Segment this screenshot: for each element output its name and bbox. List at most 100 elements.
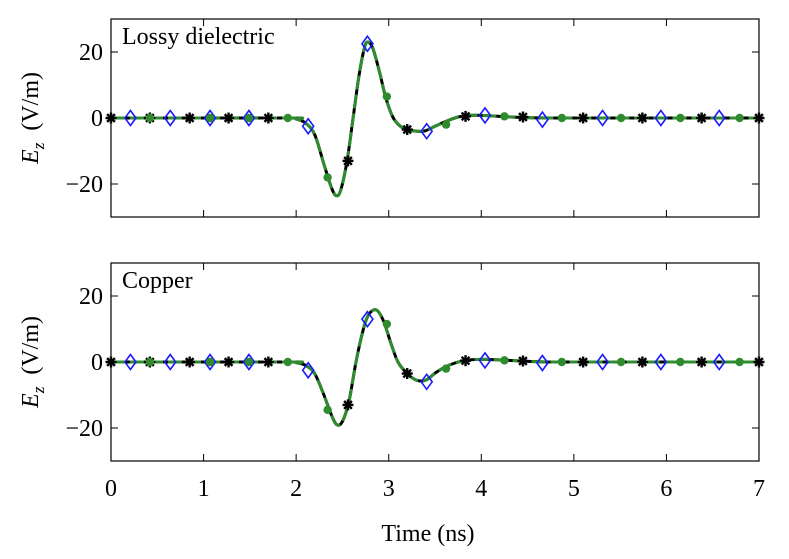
star-marker-8 <box>517 355 529 367</box>
x-tick-labels: 0 1 2 3 4 5 6 7 <box>105 476 765 502</box>
star-marker-2 <box>184 356 196 368</box>
dot-marker-1 <box>205 113 215 123</box>
dot-marker-0 <box>145 357 155 367</box>
star-marker-6 <box>401 124 413 136</box>
y-axis-label: Ez (V/m) <box>18 316 48 409</box>
dot-marker-3 <box>283 357 293 367</box>
diamond-marker-6 <box>420 122 434 141</box>
star-marker-11 <box>696 356 708 368</box>
star-stroke-3 <box>263 113 274 123</box>
x-tick-label-3: 3 <box>383 476 395 502</box>
star-marker-9 <box>577 112 589 124</box>
y-tick-labels: 20 0 −20 <box>65 284 103 442</box>
diamond-marker-2 <box>203 109 217 127</box>
panel-title: Lossy dielectric <box>122 24 275 50</box>
y-tick-label-0: 20 <box>79 40 103 66</box>
star-marker-7 <box>460 110 472 122</box>
panel-copper: Copper 20 0 −20 0 1 2 3 4 5 6 7 Ez (V/m) Time (ns) <box>18 262 765 547</box>
x-tick-label-6: 6 <box>660 476 672 502</box>
star-marker-4 <box>262 112 274 124</box>
diamond-marker-5 <box>360 34 374 53</box>
diamond-marker-2 <box>203 353 217 371</box>
x-tick-label-1: 1 <box>198 476 210 502</box>
dot-marker-5 <box>382 319 392 329</box>
diamond-marker-7 <box>478 351 492 370</box>
dot-marker-11 <box>735 113 744 123</box>
y-tick-label-1: 0 <box>91 350 103 376</box>
dot-marker-7 <box>500 112 509 121</box>
y-tick-label-2: −20 <box>65 416 103 442</box>
star-marker-5 <box>342 155 354 167</box>
diamond-marker-8 <box>535 110 549 129</box>
diamond-marker-0 <box>123 353 137 371</box>
y-axis-units: (V/m) <box>18 316 44 375</box>
star-marker-5 <box>342 399 354 411</box>
star-marker-10 <box>636 112 648 124</box>
axes-frame <box>110 262 760 462</box>
x-tick-label-5: 5 <box>568 476 580 502</box>
dot-marker-10 <box>676 357 685 367</box>
star-marker-2 <box>184 112 196 124</box>
diamond-marker-1 <box>163 353 177 371</box>
diamond-marker-0 <box>123 109 137 127</box>
dot-marker-4 <box>323 173 332 182</box>
x-tick-label-0: 0 <box>105 476 117 502</box>
diamond-marker-4 <box>301 361 315 380</box>
star-marker-11 <box>696 112 708 124</box>
y-tick-label-0: 20 <box>79 284 103 310</box>
dot-marker-9 <box>616 113 626 123</box>
dot-marker-11 <box>735 357 744 367</box>
dot-marker-1 <box>205 357 215 367</box>
y-axis-symbol: E <box>18 149 44 165</box>
diamond-marker-3 <box>242 109 256 127</box>
diamond-marker-11 <box>712 353 726 371</box>
star-marker-10 <box>636 356 648 368</box>
y-axis-units: (V/m) <box>18 72 44 131</box>
dot-marker-6 <box>441 120 451 129</box>
star-stroke-3 <box>460 355 471 366</box>
star-stroke-3 <box>184 113 195 123</box>
star-stroke-3 <box>578 357 588 367</box>
y-axis-label: Ez (V/m) <box>18 72 48 165</box>
star-marker-7 <box>460 355 472 367</box>
diamond-marker-6 <box>420 372 434 391</box>
diamond-marker-10 <box>654 353 668 371</box>
panel-title: Copper <box>122 268 193 294</box>
dot-marker-0 <box>145 113 155 123</box>
diamond-marker-11 <box>712 109 726 127</box>
dot-marker-7 <box>500 356 509 365</box>
y-axis-symbol: E <box>18 393 44 409</box>
diamond-marker-7 <box>478 106 492 125</box>
simulated-curve-dashed <box>110 40 760 198</box>
y-tick-label-2: −20 <box>65 172 103 198</box>
dot-marker-4 <box>323 405 332 415</box>
star-stroke-3 <box>402 124 412 135</box>
x-tick-label-4: 4 <box>475 476 487 502</box>
star-stroke-3 <box>223 113 234 123</box>
x-tick-label-2: 2 <box>290 476 302 502</box>
x-tick-label-7: 7 <box>753 476 765 502</box>
star-stroke-3 <box>637 113 648 123</box>
star-stroke-3 <box>696 357 707 367</box>
star-stroke-3 <box>460 111 471 122</box>
star-stroke-3 <box>402 368 412 379</box>
y-axis-subscript: z <box>29 386 48 394</box>
diamond-marker-8 <box>535 354 549 372</box>
star-marker-8 <box>517 111 529 123</box>
dot-marker-2 <box>244 113 254 123</box>
dot-marker-8 <box>557 357 567 367</box>
dot-marker-6 <box>441 364 451 373</box>
diamond-marker-5 <box>360 310 374 328</box>
star-marker-9 <box>577 356 589 368</box>
diamond-marker-9 <box>596 109 610 127</box>
dot-marker-8 <box>557 113 567 123</box>
dot-marker-10 <box>676 113 685 123</box>
star-stroke-3 <box>696 113 707 123</box>
star-stroke-3 <box>518 112 528 122</box>
star-stroke-3 <box>343 156 353 166</box>
dot-marker-5 <box>382 92 392 101</box>
dot-marker-2 <box>244 357 254 367</box>
y-tick-labels: 20 0 −20 <box>65 40 103 198</box>
star-stroke-3 <box>263 357 274 367</box>
